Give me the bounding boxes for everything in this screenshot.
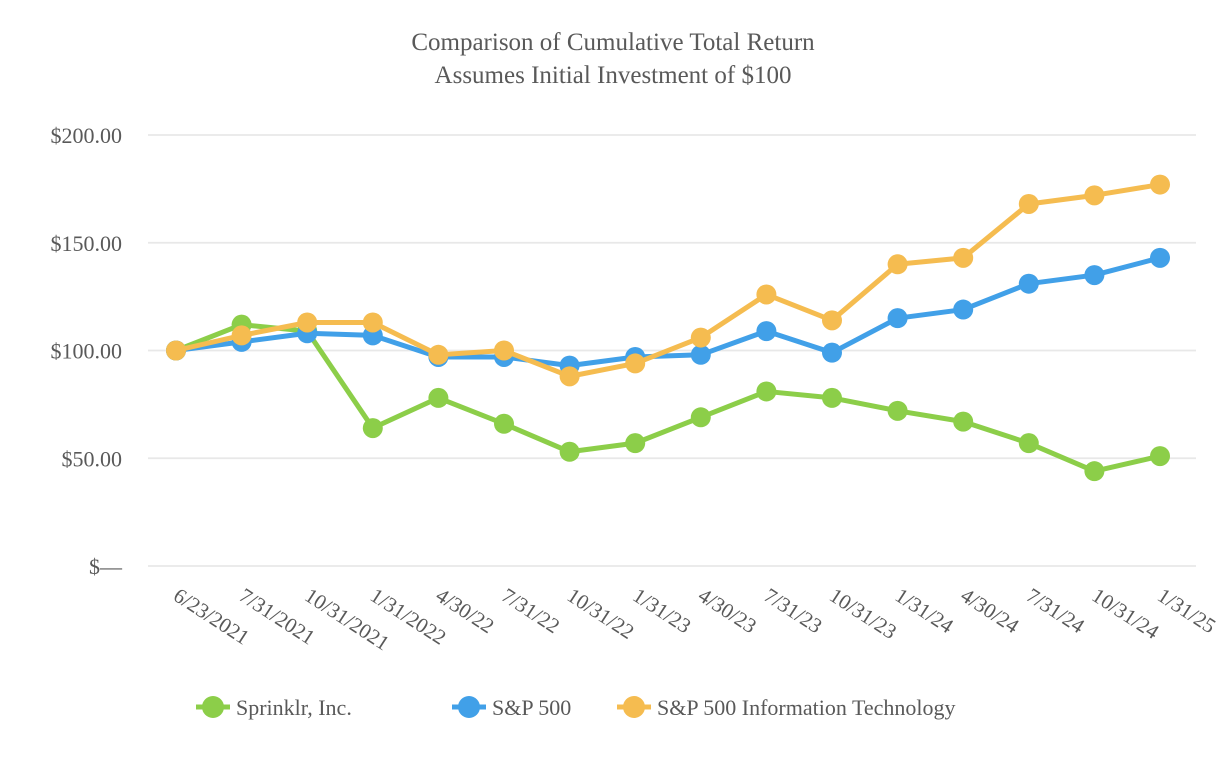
series-line-s-p-500 [173, 255, 1163, 369]
data-point-s-p-500-information-technology [1150, 174, 1170, 195]
data-point-sprinklr-inc [559, 441, 580, 462]
x-axis-tick-label: 7/31/22 [497, 583, 564, 638]
data-point-sprinklr-inc [1150, 446, 1170, 467]
y-axis-tick-label: $50.00 [62, 446, 123, 471]
data-point-sprinklr-inc [362, 418, 383, 439]
data-point-s-p-500-information-technology [690, 327, 711, 348]
data-point-s-p-500 [756, 321, 777, 342]
series-line-sprinklr-inc [173, 322, 1163, 474]
y-axis-tick-label: $200.00 [51, 123, 123, 148]
data-point-sprinklr-inc [822, 387, 842, 408]
data-point-sprinklr-inc [953, 411, 974, 432]
data-point-s-p-500-information-technology [625, 353, 646, 374]
data-point-s-p-500-information-technology [494, 340, 514, 361]
x-axis-tick-label: 10/31/23 [825, 583, 901, 644]
x-axis-tick-label: 10/31/22 [563, 583, 639, 644]
y-axis-tick-label: $100.00 [51, 339, 123, 364]
data-point-sprinklr-inc [1018, 433, 1039, 454]
data-point-s-p-500 [953, 299, 974, 320]
x-axis-tick-label: 4/30/24 [956, 583, 1023, 638]
data-point-s-p-500-information-technology [1018, 193, 1039, 214]
legend-marker-s-p-500 [458, 696, 480, 718]
chart-title: Comparison of Cumulative Total Return As… [0, 26, 1226, 92]
legend-marker-sprinklr-inc [202, 696, 224, 718]
data-point-s-p-500-information-technology [362, 312, 383, 333]
data-point-s-p-500-information-technology [297, 312, 318, 333]
chart-title-line2: Assumes Initial Investment of $100 [434, 62, 792, 89]
data-point-s-p-500 [887, 308, 908, 329]
data-point-sprinklr-inc [494, 413, 514, 434]
series-line-s-p-500-information-technology [173, 182, 1163, 379]
y-axis-tick-label: $150.00 [51, 231, 123, 256]
legend-label-s-p-500-information-technology: S&P 500 Information Technology [657, 695, 956, 720]
x-axis-tick-label: 1/31/24 [891, 583, 958, 638]
data-point-s-p-500-information-technology [756, 284, 777, 305]
y-axis-tick-label: $— [89, 554, 123, 579]
data-point-s-p-500-information-technology [887, 254, 908, 275]
data-point-sprinklr-inc [887, 400, 908, 421]
data-point-s-p-500 [1084, 265, 1105, 286]
data-point-s-p-500-information-technology [559, 366, 580, 387]
data-point-sprinklr-inc [428, 387, 449, 408]
data-point-s-p-500-information-technology [166, 340, 186, 361]
legend-label-s-p-500: S&P 500 [492, 695, 571, 720]
x-axis-tick-label: 4/30/23 [694, 583, 761, 638]
data-point-sprinklr-inc [1084, 461, 1105, 482]
data-point-s-p-500-information-technology [428, 344, 449, 365]
data-point-s-p-500-information-technology [1084, 185, 1105, 206]
x-axis-tick-label: 7/31/24 [1022, 583, 1089, 638]
data-point-s-p-500 [1150, 247, 1170, 268]
data-point-s-p-500 [690, 344, 711, 365]
x-axis-tick-label: 10/31/24 [1088, 583, 1164, 644]
data-point-s-p-500-information-technology [953, 247, 974, 268]
data-point-sprinklr-inc [625, 433, 646, 454]
data-point-sprinklr-inc [756, 381, 777, 402]
data-point-s-p-500-information-technology [231, 325, 252, 346]
legend-label-sprinklr-inc: Sprinklr, Inc. [236, 695, 352, 720]
data-point-s-p-500-information-technology [822, 310, 842, 331]
x-axis-tick-label: 1/31/25 [1153, 583, 1220, 638]
data-point-s-p-500 [1018, 273, 1039, 294]
data-point-s-p-500 [822, 342, 842, 363]
x-axis-tick-label: 1/31/23 [628, 583, 695, 638]
data-point-sprinklr-inc [690, 407, 711, 428]
legend-marker-s-p-500-information-technology [623, 696, 645, 718]
chart-title-line1: Comparison of Cumulative Total Return [411, 29, 815, 56]
x-axis-tick-label: 7/31/23 [760, 583, 827, 638]
